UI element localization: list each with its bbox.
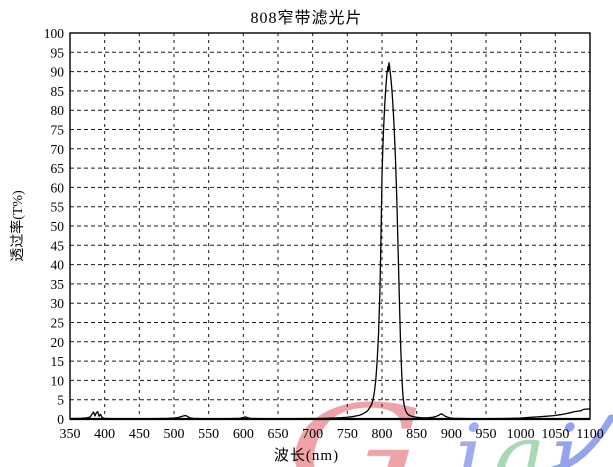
y-tick-label: 95 bbox=[51, 45, 65, 60]
x-tick-label: 650 bbox=[268, 427, 289, 442]
y-tick-label: 40 bbox=[51, 258, 65, 273]
y-tick-label: 60 bbox=[51, 180, 65, 195]
x-tick-label: 450 bbox=[129, 427, 150, 442]
y-tick-label: 30 bbox=[51, 296, 65, 311]
x-tick-label: 1000 bbox=[507, 427, 535, 442]
y-tick-label: 85 bbox=[51, 84, 65, 99]
x-tick-label: 950 bbox=[476, 427, 497, 442]
y-tick-label: 10 bbox=[51, 373, 65, 388]
y-tick-label: 20 bbox=[51, 335, 65, 350]
x-tick-label: 700 bbox=[302, 427, 323, 442]
chart-title: 808窄带滤光片 bbox=[250, 10, 363, 27]
y-tick-label: 25 bbox=[51, 316, 65, 331]
x-tick-label: 800 bbox=[372, 427, 393, 442]
y-tick-label: 45 bbox=[51, 238, 65, 253]
x-tick-label: 1100 bbox=[576, 427, 603, 442]
x-tick-label: 750 bbox=[337, 427, 358, 442]
y-tick-label: 50 bbox=[51, 219, 65, 234]
y-tick-label: 55 bbox=[51, 200, 65, 215]
x-tick-label: 600 bbox=[233, 427, 254, 442]
y-tick-label: 75 bbox=[51, 123, 65, 138]
y-tick-label: 15 bbox=[51, 354, 65, 369]
y-tick-label: 65 bbox=[51, 161, 65, 176]
y-tick-label: 0 bbox=[57, 412, 64, 427]
x-tick-label: 1050 bbox=[541, 427, 569, 442]
y-tick-label: 35 bbox=[51, 277, 65, 292]
x-tick-label: 500 bbox=[164, 427, 185, 442]
y-tick-label: 5 bbox=[57, 393, 64, 408]
y-tick-label: 70 bbox=[51, 142, 65, 157]
x-axis-title: 波长(nm) bbox=[273, 448, 340, 464]
y-axis-title: 透过率(T%) bbox=[11, 190, 26, 262]
y-tick-label: 80 bbox=[51, 103, 65, 118]
x-tick-label: 400 bbox=[94, 427, 115, 442]
x-tick-label: 350 bbox=[60, 427, 81, 442]
y-tick-label: 100 bbox=[44, 26, 65, 41]
x-tick-label: 900 bbox=[441, 427, 462, 442]
x-tick-label: 550 bbox=[198, 427, 219, 442]
x-tick-label: 850 bbox=[406, 427, 427, 442]
transmittance-curve bbox=[69, 62, 591, 420]
y-tick-label: 90 bbox=[51, 65, 65, 80]
